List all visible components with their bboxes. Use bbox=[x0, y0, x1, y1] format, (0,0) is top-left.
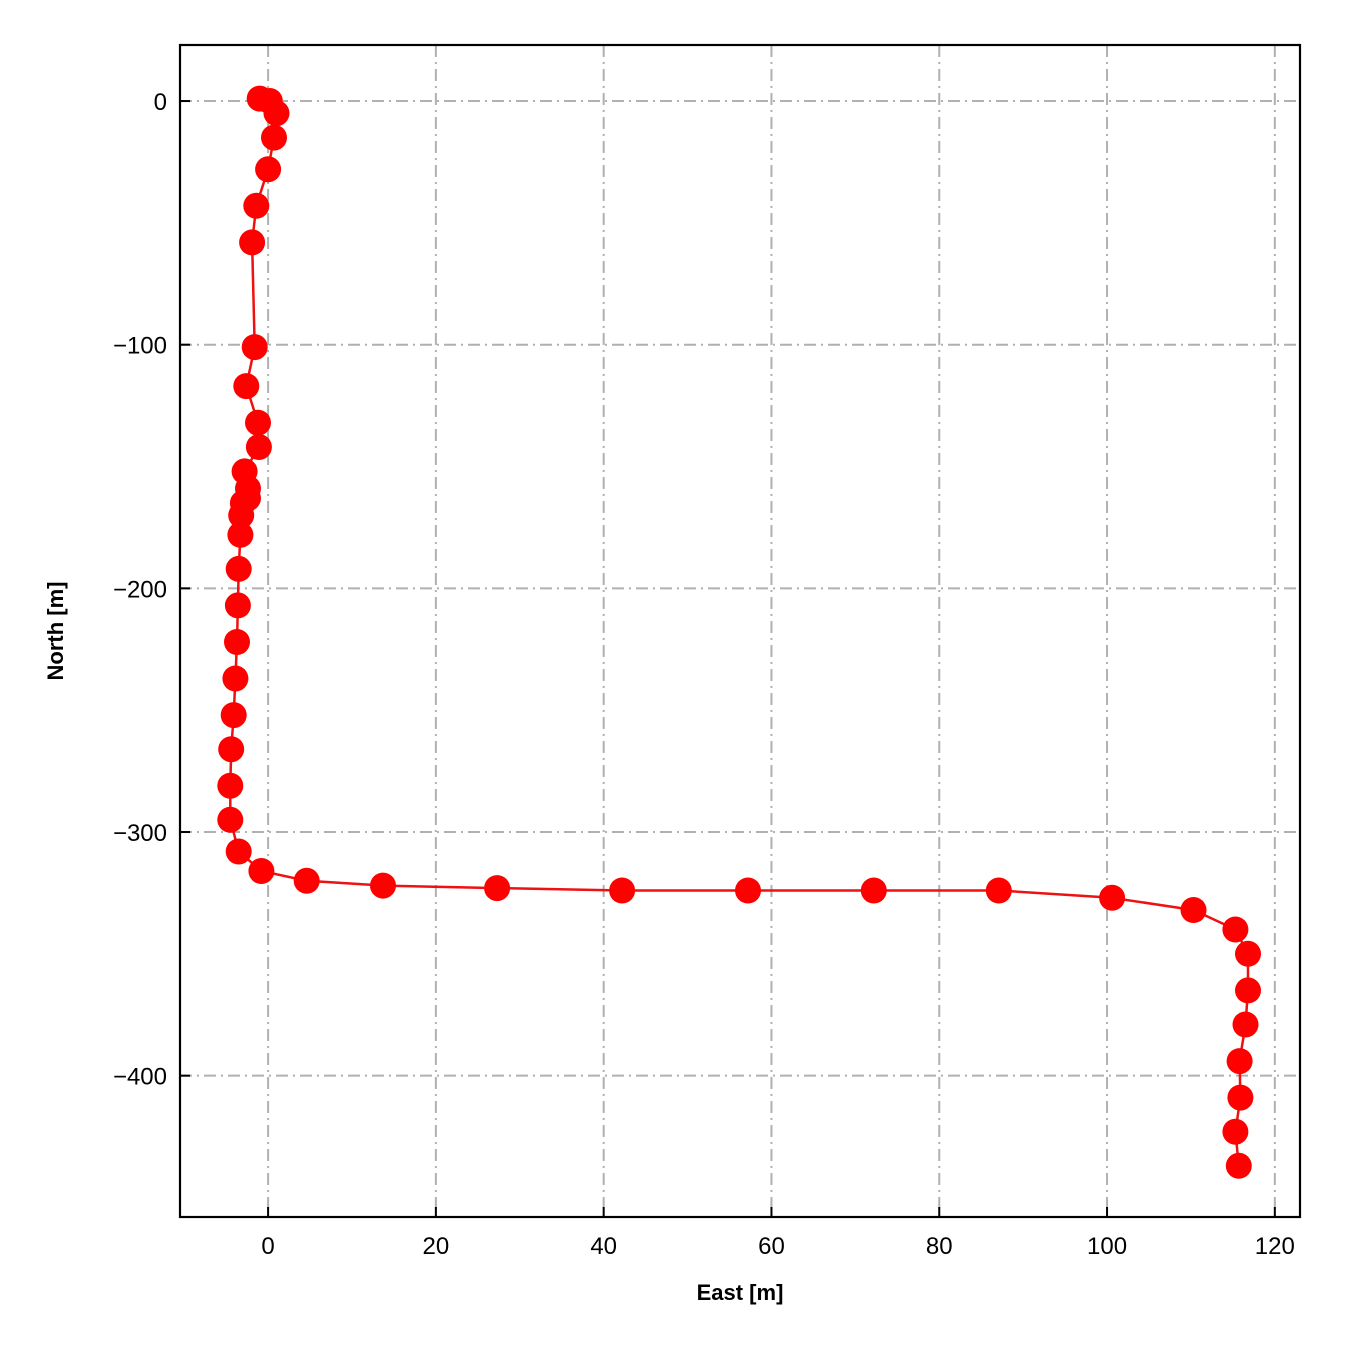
data-point bbox=[261, 124, 287, 151]
y-tick-label: −400 bbox=[113, 1064, 167, 1091]
plot-frame bbox=[178, 43, 1302, 1219]
data-point bbox=[860, 877, 887, 904]
x-tick-label: 20 bbox=[423, 1233, 450, 1260]
y-axis-label: North [m] bbox=[43, 582, 68, 681]
data-point bbox=[1099, 884, 1126, 911]
data-point bbox=[222, 665, 249, 692]
data-point bbox=[484, 875, 511, 902]
data-point bbox=[1227, 1084, 1254, 1111]
series-line bbox=[229, 97, 1250, 1166]
y-tick-label: −200 bbox=[113, 576, 167, 603]
data-point bbox=[217, 772, 244, 799]
data-point bbox=[1232, 1011, 1259, 1038]
data-point bbox=[245, 434, 272, 460]
data-point bbox=[239, 229, 266, 256]
data-point bbox=[1222, 916, 1249, 943]
x-tick-label: 0 bbox=[261, 1233, 274, 1260]
data-point bbox=[1225, 1152, 1252, 1179]
data-point bbox=[985, 877, 1012, 904]
x-axis-label: East [m] bbox=[697, 1280, 784, 1305]
data-point bbox=[255, 156, 282, 183]
data-point bbox=[370, 872, 396, 899]
data-point bbox=[1235, 940, 1261, 967]
x-tick-label: 40 bbox=[590, 1233, 617, 1260]
data-point bbox=[241, 334, 268, 361]
data-point bbox=[228, 502, 255, 529]
y-tick-label: −300 bbox=[113, 820, 167, 847]
x-tick-label: 80 bbox=[926, 1233, 953, 1260]
x-tick-label: 60 bbox=[758, 1233, 785, 1260]
data-point bbox=[1180, 897, 1207, 923]
data-point bbox=[609, 877, 636, 904]
y-tick-label: 0 bbox=[154, 89, 167, 116]
grid-lines bbox=[180, 45, 1300, 1217]
data-point bbox=[218, 736, 245, 763]
data-series bbox=[217, 85, 1261, 1179]
data-point bbox=[263, 100, 290, 127]
data-point bbox=[735, 877, 761, 904]
data-point bbox=[245, 409, 271, 436]
data-point bbox=[233, 373, 260, 400]
data-point bbox=[225, 838, 252, 865]
axis-ticks: 0 20 40 60 80 100 120 0 −100 −200 −300 −400 bbox=[113, 89, 1295, 1260]
data-point bbox=[248, 858, 275, 884]
data-point bbox=[224, 629, 250, 655]
data-point bbox=[225, 555, 252, 582]
x-tick-label: 100 bbox=[1087, 1233, 1127, 1260]
data-point bbox=[227, 521, 254, 548]
data-point bbox=[1235, 977, 1261, 1004]
data-point bbox=[293, 867, 320, 894]
data-point bbox=[243, 192, 270, 219]
data-point bbox=[220, 702, 247, 729]
y-tick-label: −100 bbox=[113, 333, 167, 360]
data-point bbox=[217, 806, 244, 833]
data-point bbox=[224, 592, 251, 619]
data-point bbox=[1226, 1048, 1253, 1075]
data-point bbox=[1222, 1118, 1249, 1145]
x-tick-label: 120 bbox=[1255, 1233, 1295, 1260]
